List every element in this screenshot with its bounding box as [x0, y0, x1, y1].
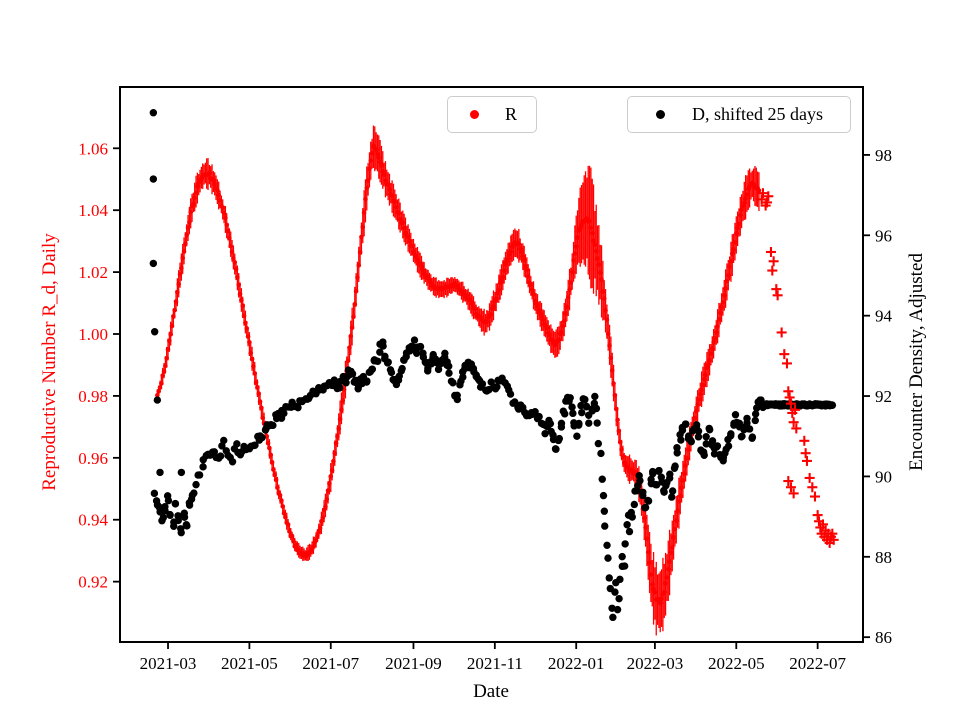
svg-text:96: 96: [875, 226, 892, 245]
legend-r: R: [447, 96, 537, 133]
legend-d: D, shifted 25 days: [627, 96, 851, 133]
svg-text:88: 88: [875, 548, 892, 567]
svg-text:2022-05: 2022-05: [708, 654, 765, 673]
svg-text:2022-03: 2022-03: [627, 654, 684, 673]
svg-text:2022-01: 2022-01: [548, 654, 605, 673]
r-series-marker-icon: [470, 110, 479, 119]
y-axis-label-right: Encounter Density, Adjusted: [906, 253, 927, 471]
r-series: [155, 125, 762, 636]
legend-d-label: D, shifted 25 days: [692, 104, 823, 124]
svg-text:0.92: 0.92: [78, 573, 108, 592]
svg-text:2021-03: 2021-03: [140, 654, 197, 673]
r-series-tail-markers: [756, 188, 839, 548]
svg-text:2021-09: 2021-09: [385, 654, 442, 673]
svg-text:90: 90: [875, 467, 892, 486]
svg-text:2021-07: 2021-07: [302, 654, 359, 673]
svg-text:1.04: 1.04: [78, 201, 108, 220]
svg-text:2021-05: 2021-05: [221, 654, 278, 673]
d-series-marker-icon: [656, 110, 665, 119]
svg-text:0.98: 0.98: [78, 387, 108, 406]
svg-text:86: 86: [875, 628, 892, 647]
svg-text:92: 92: [875, 387, 892, 406]
svg-text:2022-07: 2022-07: [789, 654, 846, 673]
svg-text:0.96: 0.96: [78, 449, 108, 468]
x-axis-label: Date: [473, 681, 509, 702]
legend-r-label: R: [505, 104, 518, 124]
d-series: [149, 109, 837, 622]
svg-text:1.00: 1.00: [78, 325, 108, 344]
svg-text:1.06: 1.06: [78, 139, 108, 158]
svg-text:98: 98: [875, 146, 892, 165]
svg-text:94: 94: [875, 307, 893, 326]
svg-text:2021-11: 2021-11: [467, 654, 523, 673]
y-axis-label-left: Reproductive Number R_d, Daily: [39, 233, 60, 491]
svg-text:0.94: 0.94: [78, 511, 108, 530]
axes: 2021-03 2021-05 2021-07 2021-09 2021-11 2022-…: [78, 86, 893, 673]
svg-text:1.02: 1.02: [78, 263, 108, 282]
